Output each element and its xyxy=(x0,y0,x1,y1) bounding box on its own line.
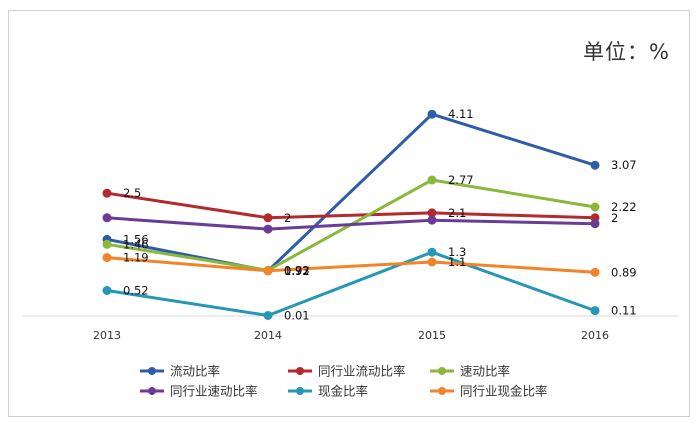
data-label-4-2: 1.3 xyxy=(448,245,466,259)
data-label-0-1: 1.77 xyxy=(284,264,310,278)
data-point-1-0 xyxy=(102,188,112,198)
data-label-0-3: 3.07 xyxy=(611,158,637,172)
series-line-5 xyxy=(106,256,596,274)
data-point-5-3 xyxy=(590,267,600,277)
data-point-2-0 xyxy=(102,239,112,249)
data-label-0-0: 1.56 xyxy=(123,232,149,246)
data-point-1-1 xyxy=(263,213,273,223)
series-0 xyxy=(102,109,600,276)
data-label-1-0: 2.5 xyxy=(123,186,141,200)
data-point-5-2 xyxy=(427,257,437,267)
unit-label: 单位：% xyxy=(583,40,670,64)
x-axis-ticks: 2013 2014 2015 2016 xyxy=(93,329,609,342)
data-labels: 1.56 1.77 4.11 3.07 2.5 2 2.1 2 1.46 0.93 2.77 2.22… xyxy=(123,107,637,322)
data-point-4-1 xyxy=(263,311,273,320)
legend-label-5: 同行业现金比率 xyxy=(460,384,548,399)
data-label-5-2: 1.1 xyxy=(448,255,466,269)
legend-item-4: 现金比率 xyxy=(288,384,368,399)
data-point-1-2 xyxy=(427,208,437,218)
data-label-2-0: 1.46 xyxy=(123,237,149,251)
legend-item-0: 流动比率 xyxy=(140,364,220,379)
data-label-5-3: 0.89 xyxy=(611,265,637,279)
data-label-1-1: 2 xyxy=(284,211,291,225)
data-point-3-1 xyxy=(263,224,273,234)
data-point-0-2 xyxy=(427,109,437,119)
legend-item-3: 同行业速动比率 xyxy=(140,384,258,399)
legend-marker-0 xyxy=(148,367,156,375)
legend-marker-5 xyxy=(438,387,446,395)
x-tick-label-2014: 2014 xyxy=(254,329,282,342)
data-point-4-2 xyxy=(427,247,437,257)
data-label-1-3: 2 xyxy=(611,211,618,225)
data-point-4-3 xyxy=(590,306,600,316)
data-point-0-3 xyxy=(590,160,600,170)
series-line-1 xyxy=(106,191,596,220)
legend-marker-4 xyxy=(296,387,304,395)
legend-label-3: 同行业速动比率 xyxy=(170,384,258,399)
legend-marker-2 xyxy=(438,367,446,375)
data-point-5-1 xyxy=(263,266,273,276)
legend-item-1: 同行业流动比率 xyxy=(288,364,406,379)
data-label-4-0: 0.52 xyxy=(123,284,149,298)
data-label-4-3: 0.11 xyxy=(611,304,637,318)
legend-label-2: 速动比率 xyxy=(460,364,510,379)
legend-item-5: 同行业现金比率 xyxy=(430,384,548,399)
x-tick-label-2015: 2015 xyxy=(418,329,446,342)
legend-label-4: 现金比率 xyxy=(318,384,368,399)
series-lines xyxy=(102,109,600,320)
data-point-5-0 xyxy=(102,253,112,263)
legend-label-0: 流动比率 xyxy=(170,364,220,379)
legend-marker-1 xyxy=(296,367,304,375)
data-point-2-3 xyxy=(590,202,600,212)
data-label-2-2: 2.77 xyxy=(448,173,474,187)
data-label-5-1: 0.92 xyxy=(284,264,310,278)
data-label-4-1: 0.01 xyxy=(284,309,310,323)
data-point-4-0 xyxy=(102,286,112,295)
series-4 xyxy=(102,247,600,320)
x-tick-label-2013: 2013 xyxy=(93,329,121,342)
legend-label-1: 同行业流动比率 xyxy=(318,364,406,379)
series-line-4 xyxy=(106,250,596,317)
data-label-2-1: 0.93 xyxy=(284,263,310,277)
data-point-3-0 xyxy=(102,213,112,223)
data-label-1-2: 2.1 xyxy=(448,206,466,220)
chart-frame xyxy=(8,10,690,417)
legend-marker-3 xyxy=(148,387,156,395)
x-tick-label-2016: 2016 xyxy=(581,329,609,342)
data-label-0-2: 4.11 xyxy=(448,107,474,121)
data-label-2-3: 2.22 xyxy=(611,200,637,214)
series-1 xyxy=(102,188,600,223)
data-label-5-0: 1.19 xyxy=(123,251,149,265)
series-line-3 xyxy=(106,216,596,231)
data-point-3-2 xyxy=(427,215,437,225)
data-point-2-2 xyxy=(427,175,437,185)
series-3 xyxy=(102,213,600,234)
series-5 xyxy=(102,253,600,277)
legend-item-2: 速动比率 xyxy=(430,364,510,379)
series-line-0 xyxy=(106,112,596,273)
data-point-3-3 xyxy=(590,219,600,229)
